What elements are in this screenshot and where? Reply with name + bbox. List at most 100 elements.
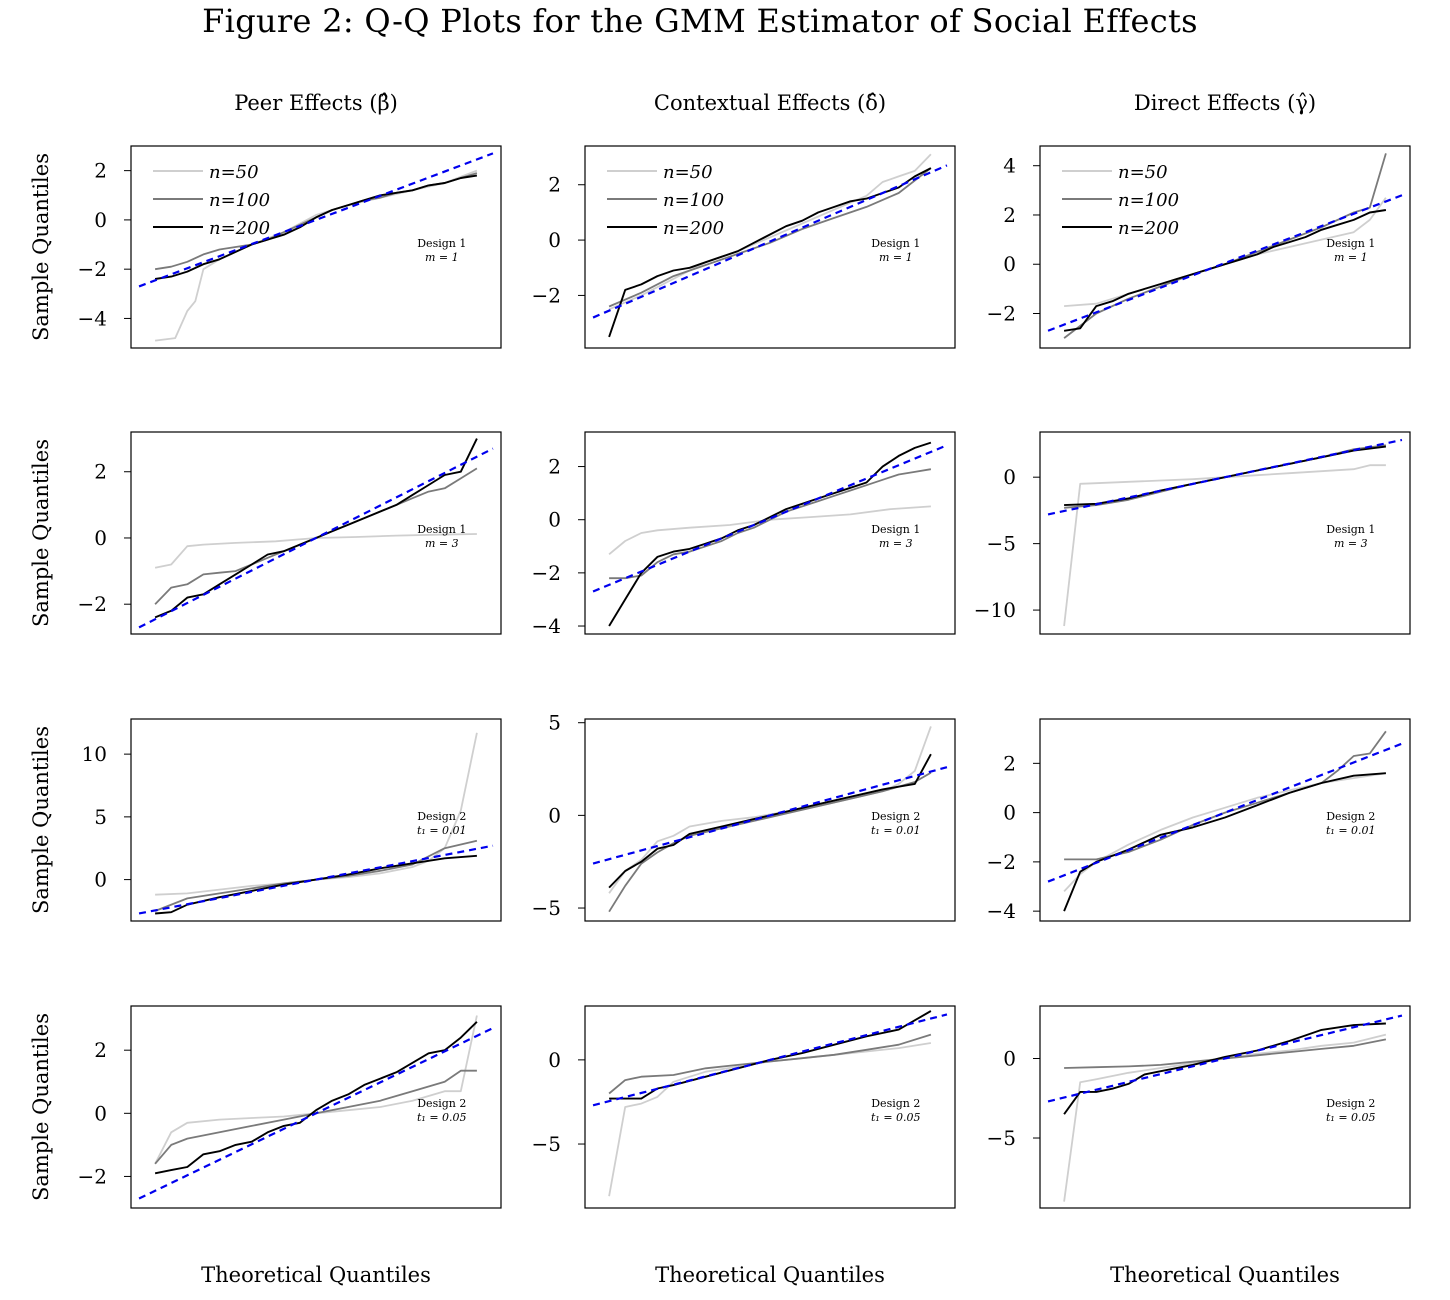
y-tick-label: 0	[1003, 465, 1016, 489]
x-axis-label: Theoretical Quantiles	[201, 1263, 431, 1287]
y-tick-label: 2	[1003, 751, 1016, 775]
y-tick-label: 2	[94, 1038, 107, 1062]
column-title: Peer Effects (β̂)	[234, 91, 398, 115]
series-line-n200	[1063, 772, 1386, 912]
design-annotation: Design 2	[871, 810, 920, 823]
qq-panel: 0 −5 Design 2t₁ = 0.05	[987, 1005, 1411, 1209]
y-tick-label: 0	[548, 508, 561, 532]
qq-panel: 10 5 0 Design 2t₁ = 0.01	[82, 718, 502, 922]
series-line-n200	[608, 753, 932, 889]
y-tick-label: −5	[532, 1132, 561, 1156]
design-annotation: Design 1	[417, 237, 466, 250]
y-tick-label: 2	[1003, 203, 1016, 227]
series-line-n100	[608, 167, 932, 308]
legend-label: n=50	[209, 162, 259, 183]
y-tick-label: 2	[94, 460, 107, 484]
y-tick-label: −2	[987, 850, 1016, 874]
series-group	[608, 153, 932, 338]
y-tick-label: −2	[78, 592, 107, 616]
plot-frame	[130, 145, 502, 349]
parameter-annotation: t₁ = 0.01	[871, 824, 921, 837]
reference-line	[1047, 1014, 1403, 1103]
legend-label: n=200	[663, 218, 724, 239]
plot-frame	[584, 1005, 956, 1209]
plot-frame	[130, 431, 502, 635]
parameter-annotation: m = 3	[1334, 537, 1368, 550]
reference-line	[138, 447, 494, 629]
reference-line	[592, 1013, 948, 1107]
plot-frame	[584, 718, 956, 922]
design-annotation: Design 1	[1326, 237, 1375, 250]
plot-frame	[1039, 145, 1411, 349]
plot-frame	[1039, 1005, 1411, 1209]
series-line-n200	[154, 174, 478, 280]
parameter-annotation: m = 1	[425, 251, 459, 264]
reference-line	[592, 164, 948, 319]
y-tick-label: −2	[78, 257, 107, 281]
y-tick-label: 0	[548, 228, 561, 252]
y-tick-label: −2	[532, 561, 561, 585]
y-tick-label: −2	[78, 1164, 107, 1188]
parameter-annotation: t₁ = 0.05	[871, 1111, 921, 1124]
design-annotation: Design 2	[417, 810, 466, 823]
y-tick-label: 0	[548, 803, 561, 827]
reference-line	[138, 152, 494, 288]
series-group	[154, 1015, 478, 1175]
plot-frame	[584, 145, 956, 349]
parameter-annotation: m = 1	[1334, 251, 1368, 264]
y-tick-label: −10	[974, 598, 1016, 622]
y-tick-label: −4	[532, 614, 561, 638]
y-tick-label: 0	[94, 1101, 107, 1125]
y-tick-label: 0	[94, 208, 107, 232]
figure-title: Figure 2: Q-Q Plots for the GMM Estimato…	[202, 2, 1198, 40]
qq-panel: 2 0 −2 n=50 n=100 n=200 Design 1m = 1	[532, 145, 956, 349]
design-annotation: Design 2	[417, 1097, 466, 1110]
reference-line	[1047, 438, 1403, 516]
series-line-n200	[608, 167, 932, 338]
parameter-annotation: t₁ = 0.05	[1326, 1111, 1376, 1124]
y-tick-label: −4	[78, 306, 107, 330]
y-tick-label: 0	[1003, 252, 1016, 276]
parameter-annotation: m = 1	[879, 251, 913, 264]
y-tick-label: −2	[987, 302, 1016, 326]
y-tick-label: −2	[532, 283, 561, 307]
legend-label: n=50	[1118, 162, 1168, 183]
series-line-n100	[1064, 730, 1387, 861]
series-line-n100	[608, 1033, 932, 1095]
y-tick-label: 0	[548, 1048, 561, 1072]
series-line-n50	[608, 1042, 932, 1197]
y-tick-label: 5	[94, 805, 107, 829]
plot-frame	[1039, 431, 1411, 635]
series-line-n200	[609, 1010, 932, 1100]
y-axis-label: Sample Quantiles	[29, 153, 53, 341]
y-tick-label: 2	[548, 455, 561, 479]
legend-label: n=200	[209, 218, 270, 239]
design-annotation: Design 2	[871, 1097, 920, 1110]
y-axis-label: Sample Quantiles	[29, 1013, 53, 1201]
qq-panel: 2 0 −2 −4 n=50 n=100 n=200 Design 1m = 1	[78, 145, 502, 349]
reference-line	[138, 1027, 494, 1200]
series-line-n200	[1064, 445, 1387, 507]
legend-label: n=100	[663, 190, 724, 211]
reference-line	[138, 844, 494, 915]
y-tick-label: 0	[1003, 801, 1016, 825]
x-axis-label: Theoretical Quantiles	[655, 1263, 885, 1287]
design-annotation: Design 1	[1326, 523, 1375, 536]
y-tick-label: 0	[94, 868, 107, 892]
parameter-annotation: m = 3	[879, 537, 913, 550]
design-annotation: Design 2	[1326, 1097, 1375, 1110]
y-tick-label: 2	[94, 159, 107, 183]
y-tick-label: −5	[987, 1126, 1016, 1150]
plot-frame	[584, 431, 956, 635]
series-line-n50	[154, 533, 477, 569]
series-line-n100	[609, 468, 932, 580]
design-annotation: Design 1	[417, 523, 466, 536]
y-axis-label: Sample Quantiles	[29, 726, 53, 914]
series-group	[608, 441, 932, 627]
design-annotation: Design 2	[1326, 810, 1375, 823]
column-title: Contextual Effects (δ̂)	[654, 91, 886, 115]
y-tick-label: 5	[548, 711, 561, 735]
qq-panel: 5 0 −5 Design 2t₁ = 0.01	[532, 711, 956, 922]
parameter-annotation: t₁ = 0.05	[417, 1111, 467, 1124]
